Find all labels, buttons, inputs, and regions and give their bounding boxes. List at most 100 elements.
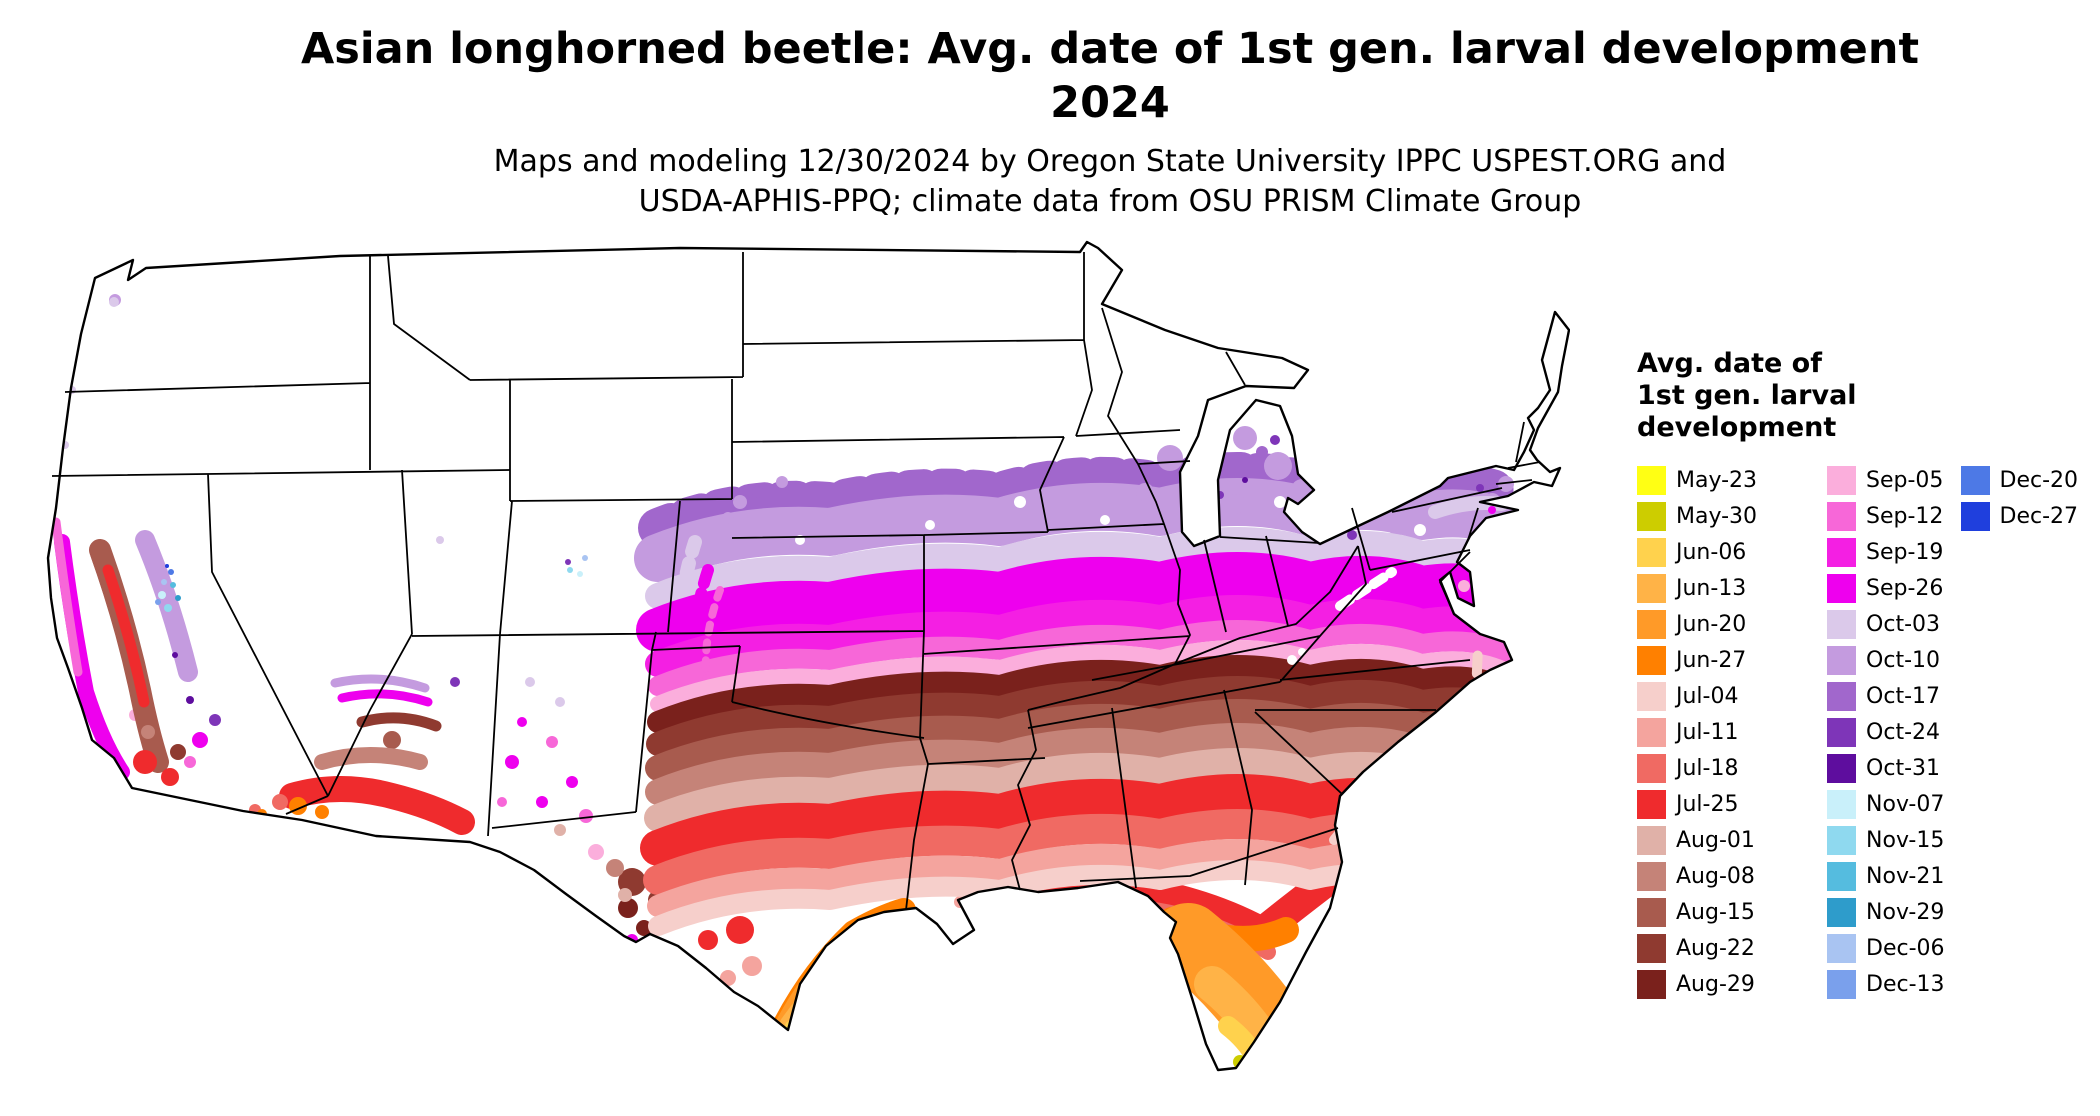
legend-label: Oct-31 <box>1866 755 1941 781</box>
legend-entry: Sep-12 <box>1827 501 1945 531</box>
legend-swatch-Oct-10 <box>1827 645 1857 675</box>
legend-entry: Jun-20 <box>1637 609 1757 639</box>
legend-label: Dec-27 <box>1999 503 2079 529</box>
high-elevation-specks <box>155 555 588 612</box>
legend-entry: May-30 <box>1637 501 1758 531</box>
legend-column: May-23 May-30 Jun-06 Jun-13 Jun-20 Jun-27 Jul-… <box>1637 465 1758 1006</box>
legend-swatch-Jun-27 <box>1637 645 1666 675</box>
legend-entry: Aug-22 <box>1637 933 1757 963</box>
subtitle-line1: Maps and modeling 12/30/2024 by Oregon S… <box>493 144 1727 180</box>
legend-label: Oct-10 <box>1866 647 1941 673</box>
header: Asian longhorned beetle: Avg. date of 1s… <box>120 22 2100 222</box>
legend-swatch-Jun-06 <box>1637 537 1666 567</box>
legend-column: Dec-20 Dec-27 <box>1960 465 2079 538</box>
legend-swatch-Oct-31 <box>1827 753 1857 783</box>
legend-swatch-May-30 <box>1637 501 1666 531</box>
speck-dec-06 <box>161 555 588 585</box>
page-title-line1: Asian longhorned beetle: Avg. date of 1s… <box>300 24 1920 74</box>
legend-label: Nov-15 <box>1866 827 1945 853</box>
legend-entry: Jul-18 <box>1637 753 1757 783</box>
legend-entry: Oct-03 <box>1827 609 1945 639</box>
legend-entry: Jul-11 <box>1637 717 1757 747</box>
speck-dec-13 <box>155 599 161 605</box>
legend-swatch-Sep-12 <box>1827 501 1857 531</box>
legend-label: Aug-29 <box>1676 971 1755 997</box>
legend-entry: Dec-06 <box>1827 933 1945 963</box>
legend-label: Jul-18 <box>1676 755 1739 781</box>
legend-label: Dec-20 <box>1999 467 2079 493</box>
legend-label: Aug-08 <box>1676 863 1755 889</box>
legend-entry: Jun-13 <box>1637 573 1757 603</box>
legend-entry: Nov-29 <box>1827 897 1945 927</box>
legend-label: Aug-01 <box>1676 827 1755 853</box>
legend-label: Jun-13 <box>1676 575 1747 601</box>
legend-entry: Aug-15 <box>1637 897 1757 927</box>
legend-columns: May-23 May-30 Jun-06 Jun-13 Jun-20 Jun-27 Jul-… <box>1637 465 2097 1006</box>
legend-entry: Aug-29 <box>1637 969 1757 999</box>
legend-entry: Nov-07 <box>1827 789 1945 819</box>
legend-label: Aug-15 <box>1676 899 1755 925</box>
legend-entry: Aug-01 <box>1637 825 1757 855</box>
legend-entry: Aug-08 <box>1637 861 1757 891</box>
legend-swatch-Dec-27 <box>1960 501 1990 531</box>
legend-swatch-Jul-11 <box>1637 717 1666 747</box>
legend-swatch-Aug-01 <box>1637 825 1666 855</box>
legend-swatch-Nov-21 <box>1827 861 1857 891</box>
legend-label: Oct-03 <box>1866 611 1941 637</box>
legend-label: May-30 <box>1676 503 1758 529</box>
map-raster-layers <box>48 242 1569 1070</box>
legend-label: Oct-24 <box>1866 719 1941 745</box>
legend-entry: Oct-10 <box>1827 645 1945 675</box>
legend-swatch-Jun-20 <box>1637 609 1666 639</box>
legend-entry: Jun-27 <box>1637 645 1757 675</box>
state-borders <box>51 252 1541 911</box>
speck-nov-29 <box>175 595 181 601</box>
legend-label: Jul-04 <box>1676 683 1739 709</box>
band-oct-24 <box>209 435 1484 726</box>
legend-swatch-Nov-15 <box>1827 825 1857 855</box>
speck-dec-27 <box>165 564 169 568</box>
us-outline <box>46 240 1571 1072</box>
legend-label: Nov-07 <box>1866 791 1945 817</box>
legend-label: Sep-19 <box>1866 539 1944 565</box>
legend-entry: Oct-24 <box>1827 717 1945 747</box>
speck-nov-15 <box>164 567 573 612</box>
legend-label: May-23 <box>1676 467 1758 493</box>
legend-entry: Jul-04 <box>1637 681 1757 711</box>
legend-swatch-Aug-15 <box>1637 897 1666 927</box>
legend-entry: Jul-25 <box>1637 789 1757 819</box>
band-sep-19 <box>645 595 1518 677</box>
legend-title: Avg. date of 1st gen. larval development <box>1637 348 1857 443</box>
legend-swatch-Oct-17 <box>1827 681 1857 711</box>
legend-swatch-Oct-03 <box>1827 609 1857 639</box>
legend-swatch-Jul-18 <box>1637 753 1666 783</box>
legend-swatch-Dec-13 <box>1827 969 1857 999</box>
legend-label: Sep-12 <box>1866 503 1944 529</box>
legend-label: Aug-22 <box>1676 935 1755 961</box>
legend-swatch-Aug-22 <box>1637 933 1666 963</box>
legend-entry: Sep-26 <box>1827 573 1945 603</box>
legend-swatch-Jun-13 <box>1637 573 1666 603</box>
legend-swatch-Nov-07 <box>1827 789 1857 819</box>
legend-column: Sep-05 Sep-12 Sep-19 Sep-26 Oct-03 Oct-10 Oct-… <box>1827 465 1945 1006</box>
legend-label: Sep-05 <box>1866 467 1944 493</box>
legend-label: Dec-06 <box>1866 935 1945 961</box>
legend-entry: Oct-17 <box>1827 681 1945 711</box>
legend-label: Jul-11 <box>1676 719 1739 745</box>
legend-label: Nov-21 <box>1866 863 1945 889</box>
legend-entry: May-23 <box>1637 465 1758 495</box>
band-jun-06 <box>785 1016 1266 1068</box>
legend-label: Dec-13 <box>1866 971 1945 997</box>
legend-swatch-Sep-19 <box>1827 537 1857 567</box>
speck-nov-07 <box>158 571 583 599</box>
legend-swatch-Nov-29 <box>1827 897 1857 927</box>
legend-swatch-Sep-05 <box>1827 465 1857 495</box>
legend-entry: Dec-27 <box>1960 501 2079 531</box>
legend-entry: Sep-05 <box>1827 465 1945 495</box>
legend-entry: Dec-20 <box>1960 465 2079 495</box>
legend-swatch-Aug-08 <box>1637 861 1666 891</box>
legend-entry: Nov-15 <box>1827 825 1945 855</box>
legend-entry: Oct-31 <box>1827 753 1945 783</box>
legend-label: Jul-25 <box>1676 791 1739 817</box>
